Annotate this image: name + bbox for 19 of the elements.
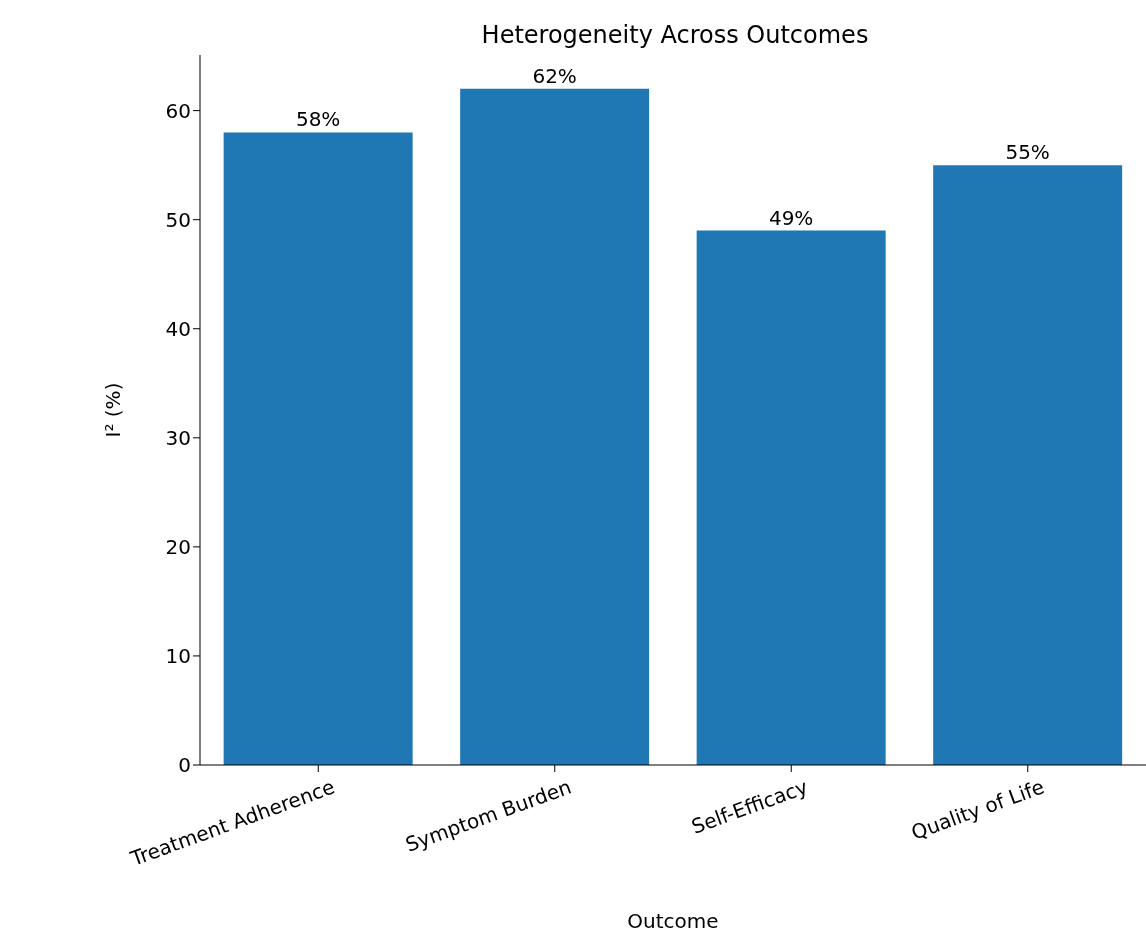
y-tick-label: 60 (165, 98, 191, 123)
y-tick-label: 30 (165, 425, 191, 450)
y-tick-label: 20 (165, 534, 191, 559)
data-label: 58% (295, 107, 341, 132)
y-tick-label: 50 (165, 207, 191, 232)
chart-title: Heterogeneity Across Outcomes (481, 21, 869, 49)
bar (460, 88, 650, 765)
y-tick-label: 40 (165, 316, 191, 341)
bar (696, 230, 886, 765)
data-label: 49% (768, 205, 814, 230)
y-tick-label: 10 (165, 644, 191, 669)
bar (223, 132, 413, 765)
y-tick-label: 0 (178, 753, 191, 778)
bar (933, 165, 1123, 765)
x-tick-label: Quality of Life (908, 774, 1048, 845)
data-label: 55% (1005, 140, 1050, 165)
y-axis-title: I² (%) (101, 382, 125, 438)
x-axis-title: Outcome (627, 909, 719, 933)
data-label: 62% (532, 63, 577, 88)
